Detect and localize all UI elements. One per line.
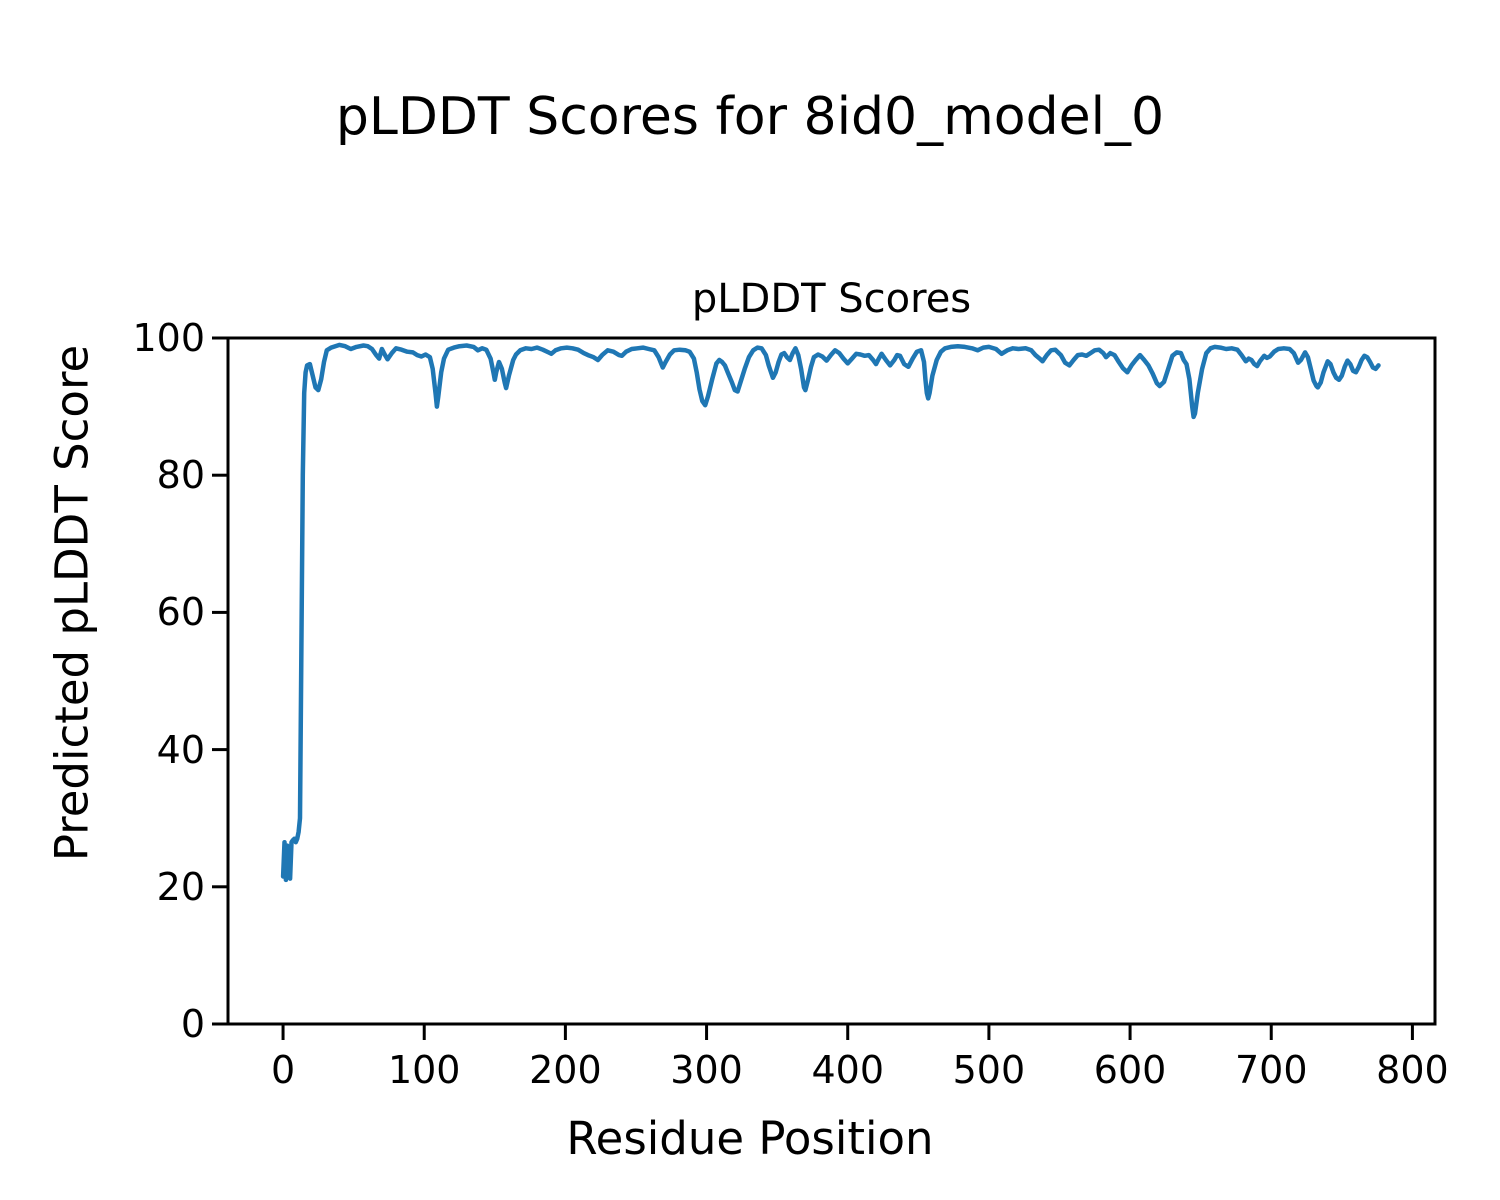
x-axis-label: Residue Position (566, 1112, 934, 1165)
x-tick-label: 200 (529, 1048, 602, 1092)
plddt-line (280, 342, 1381, 883)
x-tick-label: 100 (387, 1048, 461, 1092)
y-tick-label: 80 (156, 453, 205, 498)
y-tick-label: 60 (156, 590, 205, 635)
x-tick-label: 500 (952, 1048, 1026, 1092)
x-tick-label: 600 (1093, 1048, 1167, 1092)
y-tick-label: 20 (156, 864, 205, 909)
axes-title: pLDDT Scores (691, 276, 972, 322)
y-tick-label: 0 (180, 1002, 205, 1046)
y-tick-label: 100 (132, 316, 205, 360)
x-tick-label: 800 (1376, 1048, 1449, 1092)
x-tick-label: 300 (670, 1048, 743, 1092)
x-tick-label: 400 (811, 1048, 884, 1092)
x-tick-label: 0 (270, 1048, 296, 1092)
y-tick-label: 40 (156, 727, 205, 772)
x-tick-label: 700 (1234, 1048, 1308, 1092)
axes-spines (226, 336, 1437, 1026)
figure-title: pLDDT Scores for 8id0_model_0 (335, 87, 1165, 147)
